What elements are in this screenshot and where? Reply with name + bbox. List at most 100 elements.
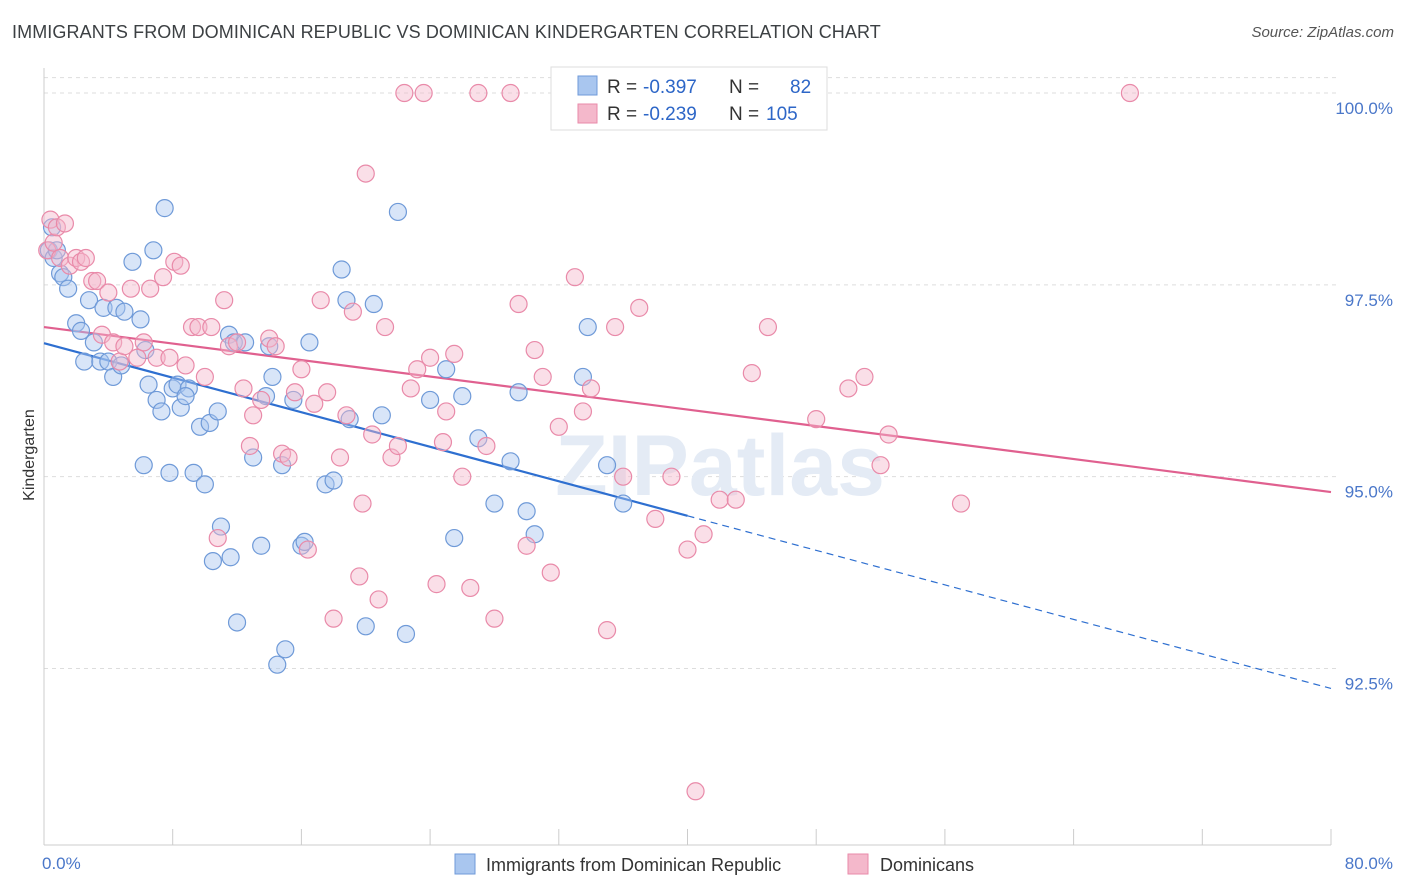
blue-point-22 (139, 375, 158, 394)
pink-point-26 (176, 356, 195, 375)
pink-point-9 (76, 248, 95, 268)
blue-trend-extension (687, 515, 1332, 690)
pink-point-61 (401, 379, 420, 398)
pink-point-83 (597, 621, 617, 640)
pink-point-21 (147, 348, 166, 367)
pink-point-76 (525, 340, 544, 360)
pink-point-40 (266, 337, 285, 356)
pink-point-13 (99, 283, 118, 302)
blue-point-24 (147, 390, 166, 410)
pink-point-68 (453, 467, 472, 486)
y-axis-title: Kindergarten (21, 409, 38, 501)
blue-point-5 (54, 268, 73, 287)
pink-point-81 (573, 402, 593, 421)
blue-point-54 (324, 471, 343, 490)
blue-point-48 (276, 640, 295, 659)
legend-blue-r-label: R = (607, 77, 637, 98)
legend-pink-r-value: -0.239 (643, 104, 697, 125)
pink-point-101 (1120, 83, 1140, 103)
blue-point-36 (203, 551, 223, 571)
pink-point-11 (87, 271, 107, 291)
blue-point-46 (268, 655, 287, 674)
blue-point-49 (284, 390, 303, 410)
blue-point-6 (59, 279, 78, 298)
blue-point-43 (252, 536, 271, 555)
pink-point-67 (445, 344, 464, 364)
blue-point-75 (614, 494, 633, 513)
blue-point-74 (597, 456, 617, 475)
pink-point-97 (855, 367, 874, 387)
pink-point-2 (44, 233, 63, 252)
bottom-legend-blue-swatch (454, 853, 476, 875)
blue-point-52 (300, 333, 319, 352)
series-blue-points (39, 199, 633, 674)
blue-point-61 (396, 624, 416, 644)
y-tick-label-0: 92.5% (1345, 675, 1393, 694)
pink-point-46 (305, 394, 324, 413)
blue-point-73 (578, 317, 597, 337)
blue-point-18 (115, 302, 134, 321)
blue-point-80 (176, 387, 195, 406)
pink-point-71 (477, 436, 496, 456)
pink-point-93 (742, 363, 761, 383)
pink-point-65 (427, 575, 446, 594)
pink-point-72 (485, 609, 504, 628)
blue-point-40 (227, 613, 247, 632)
pink-point-52 (343, 302, 362, 321)
gridlines (44, 77, 1337, 670)
pink-point-92 (726, 490, 745, 509)
blue-point-23 (144, 241, 163, 260)
y-tick-label-3: 100.0% (1335, 99, 1393, 118)
blue-point-78 (263, 367, 282, 387)
pink-point-84 (606, 317, 625, 337)
pink-point-103 (433, 433, 453, 452)
blue-point-26 (155, 199, 174, 218)
pink-point-16 (115, 337, 134, 356)
pink-point-74 (509, 294, 528, 314)
pink-point-14 (104, 333, 123, 352)
pink-point-62 (408, 360, 427, 379)
pink-point-22 (153, 268, 173, 287)
pink-point-63 (414, 83, 433, 103)
pink-point-69 (461, 578, 480, 598)
pink-point-49 (324, 609, 343, 628)
blue-point-70 (517, 502, 536, 521)
pink-point-23 (160, 348, 179, 367)
legend-pink-n-value: 105 (766, 104, 798, 125)
x-tick-label-0: 0.0% (42, 854, 81, 873)
legend-blue-swatch (577, 75, 598, 96)
blue-point-65 (453, 387, 472, 406)
pink-point-43 (285, 383, 305, 402)
pink-point-57 (375, 317, 395, 337)
pink-point-56 (369, 590, 388, 609)
pink-point-99 (879, 425, 898, 444)
pink-point-86 (630, 298, 649, 317)
pink-point-30 (202, 317, 221, 337)
blue-point-20 (131, 310, 150, 329)
pink-point-27 (182, 317, 202, 337)
watermark: ZIPatlas (555, 418, 885, 514)
bottom-legend-blue-label: Immigrants from Dominican Republic (486, 855, 781, 875)
pink-point-32 (215, 291, 234, 310)
legend-blue-n-value: 82 (790, 77, 811, 98)
pink-point-35 (234, 379, 253, 398)
blue-point-58 (356, 617, 375, 636)
blue-point-9 (75, 352, 94, 371)
pink-point-20 (141, 279, 160, 298)
pink-point-91 (710, 490, 729, 509)
blue-point-33 (190, 417, 210, 436)
pink-point-5 (55, 214, 75, 233)
pink-point-54 (356, 164, 375, 183)
blue-point-62 (421, 390, 440, 410)
series-legend: Immigrants from Dominican Republic Domin… (454, 853, 974, 875)
blue-point-63 (437, 360, 456, 379)
pink-point-25 (171, 256, 190, 275)
pink-point-88 (662, 467, 681, 486)
blue-point-32 (184, 463, 203, 482)
pink-point-87 (646, 509, 665, 528)
pink-point-58 (382, 448, 401, 467)
blue-point-68 (501, 452, 520, 471)
pink-point-59 (388, 436, 408, 456)
pink-point-45 (298, 540, 317, 559)
blue-point-34 (195, 475, 214, 494)
